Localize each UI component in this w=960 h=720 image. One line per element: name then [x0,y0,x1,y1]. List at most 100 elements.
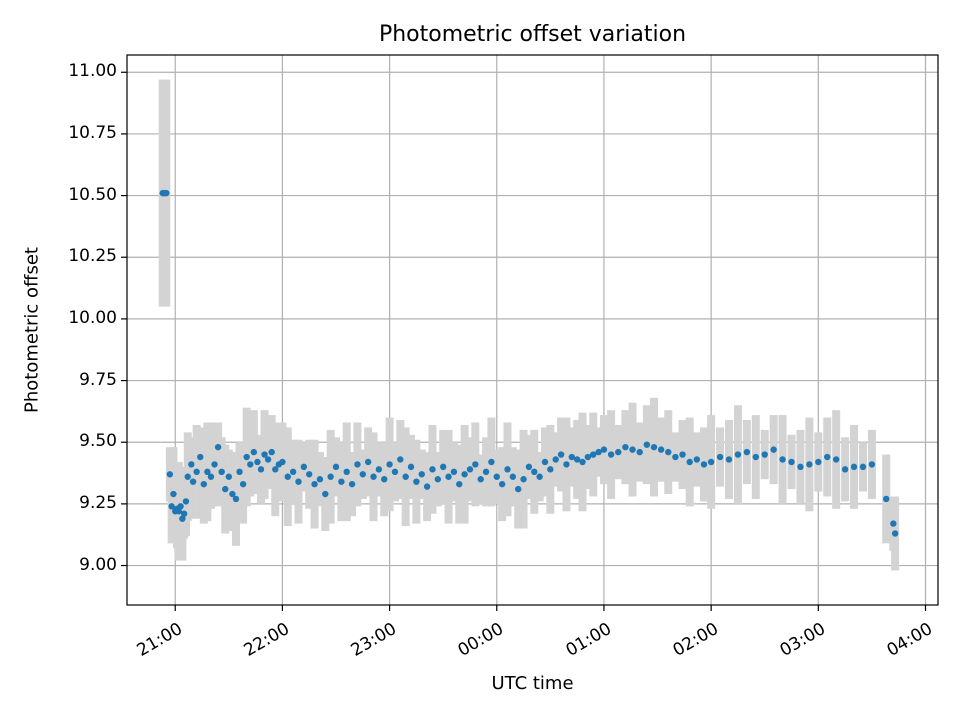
data-point [672,453,679,461]
data-point [716,453,724,461]
data-point [250,448,258,456]
data-point [397,456,404,463]
data-point [289,468,297,476]
data-point [770,446,777,453]
data-point [493,473,500,480]
data-point [700,461,708,468]
data-point [650,443,658,451]
data-point [272,466,279,473]
data-point [239,480,247,488]
data-point [450,468,458,476]
data-point [752,453,759,461]
data-point [295,478,302,485]
data-point [573,456,581,463]
y-tick-label: 10.00 [68,307,117,328]
data-point [725,456,733,463]
y-tick-label: 10.50 [68,184,117,205]
data-point [607,451,615,458]
data-point [850,463,858,471]
data-point [779,456,786,463]
data-point [381,476,388,483]
data-point [743,448,751,456]
data-point [311,480,318,488]
data-point [197,453,204,461]
x-axis-label: UTC time [491,673,574,694]
data-point [461,471,468,478]
data-point [600,446,608,453]
data-point [806,461,813,468]
data-point [423,483,431,490]
data-point [370,473,377,480]
data-point [236,468,243,476]
data-point [643,441,651,448]
data-point [590,451,597,458]
data-point [568,453,575,461]
data-point [841,466,849,473]
data-point [386,461,393,468]
data-point [407,463,415,471]
data-point [472,461,479,468]
data-point [322,490,329,498]
data-point [327,473,334,480]
data-point [891,530,899,537]
data-point [665,448,672,456]
data-point [434,476,442,483]
data-point [402,473,409,480]
data-point [547,466,554,473]
data-point [761,451,768,458]
data-point [229,490,236,498]
data-point [188,461,195,468]
data-point [257,466,265,473]
data-point [348,480,356,488]
data-point [184,473,191,480]
data-point [232,495,240,503]
data-point [429,466,436,473]
data-point [579,458,586,466]
y-tick-label: 10.25 [68,246,117,267]
data-point [445,473,452,480]
data-point [391,468,399,476]
data-point [254,458,261,466]
tick-marks [121,71,927,611]
data-point [211,461,218,468]
data-point [488,458,495,466]
data-point [622,443,629,451]
data-point [797,463,804,471]
data-point [225,473,233,480]
data-points [159,189,899,537]
data-point [177,503,184,510]
data-point [279,458,286,466]
data-point [418,471,425,478]
data-point [552,456,559,463]
data-point [563,461,570,468]
data-point [364,458,372,466]
data-point [343,468,350,476]
data-point [868,461,876,468]
data-point [788,458,795,466]
data-point [170,490,177,498]
data-point [268,448,275,456]
data-point [504,466,511,473]
data-point [180,510,188,517]
data-point [300,463,308,471]
data-point [584,453,592,461]
data-point [859,463,867,471]
data-point [498,480,506,488]
data-point [657,446,665,453]
data-point [306,471,313,478]
data-point [193,468,200,476]
data-point [693,456,701,463]
data-point [541,458,549,466]
y-tick-label: 11.00 [68,61,117,82]
data-point [557,451,565,458]
data-point [890,520,897,527]
data-point [536,473,543,480]
plot-frame [126,54,939,606]
data-point [214,443,222,451]
data-point [332,463,340,471]
y-tick-label: 9.50 [79,431,117,452]
data-point [615,448,622,456]
data-point [882,495,890,503]
data-point [439,463,447,471]
